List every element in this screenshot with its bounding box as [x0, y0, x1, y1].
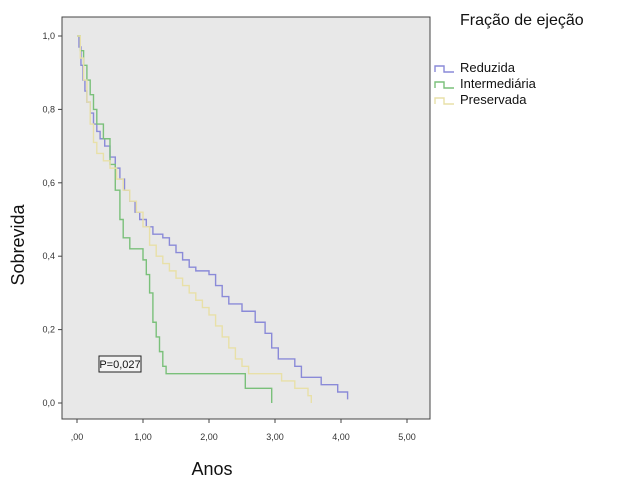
- series-line-2: [77, 35, 273, 403]
- y-tick-label: 0,2: [42, 325, 55, 335]
- series-layer: [77, 35, 349, 403]
- legend-label: Reduzida: [460, 60, 516, 75]
- x-tick-label: 1,00: [134, 432, 152, 442]
- y-tick-label: 0,4: [42, 251, 55, 261]
- legend-label: Preservada: [460, 92, 527, 107]
- series-line-3: [77, 35, 312, 403]
- y-tick-label: 1,0: [42, 31, 55, 41]
- x-tick-label: ,00: [71, 432, 84, 442]
- p-value-box: [98, 355, 142, 373]
- legend-swatch: [434, 81, 454, 89]
- legend-swatch: [434, 97, 454, 105]
- x-tick-label: 2,00: [200, 432, 218, 442]
- y-tick-label: 0,6: [42, 178, 55, 188]
- p-value-annotation: P=0,027: [98, 355, 142, 373]
- x-tick-label: 4,00: [332, 432, 350, 442]
- x-axis-title: Anos: [191, 459, 232, 479]
- legend-swatch: [434, 65, 454, 73]
- x-tick-label: 5,00: [398, 432, 416, 442]
- legend-label: Intermediária: [460, 76, 537, 91]
- series-line-1: [77, 35, 349, 400]
- y-tick-label: 0,0: [42, 398, 55, 408]
- y-axis-title: Sobrevida: [8, 203, 28, 285]
- p-value-text: P=0,027: [99, 359, 140, 371]
- legend-title: Fração de ejeção: [460, 12, 584, 29]
- y-tick-label: 0,8: [42, 104, 55, 114]
- axes-layer: ,00 1,00 2,00 3,00 4,00 5,00 0,0 0,2 0,4 0,6 0,8 1,…: [42, 31, 415, 442]
- plot-area: [61, 16, 431, 420]
- x-tick-label: 3,00: [266, 432, 284, 442]
